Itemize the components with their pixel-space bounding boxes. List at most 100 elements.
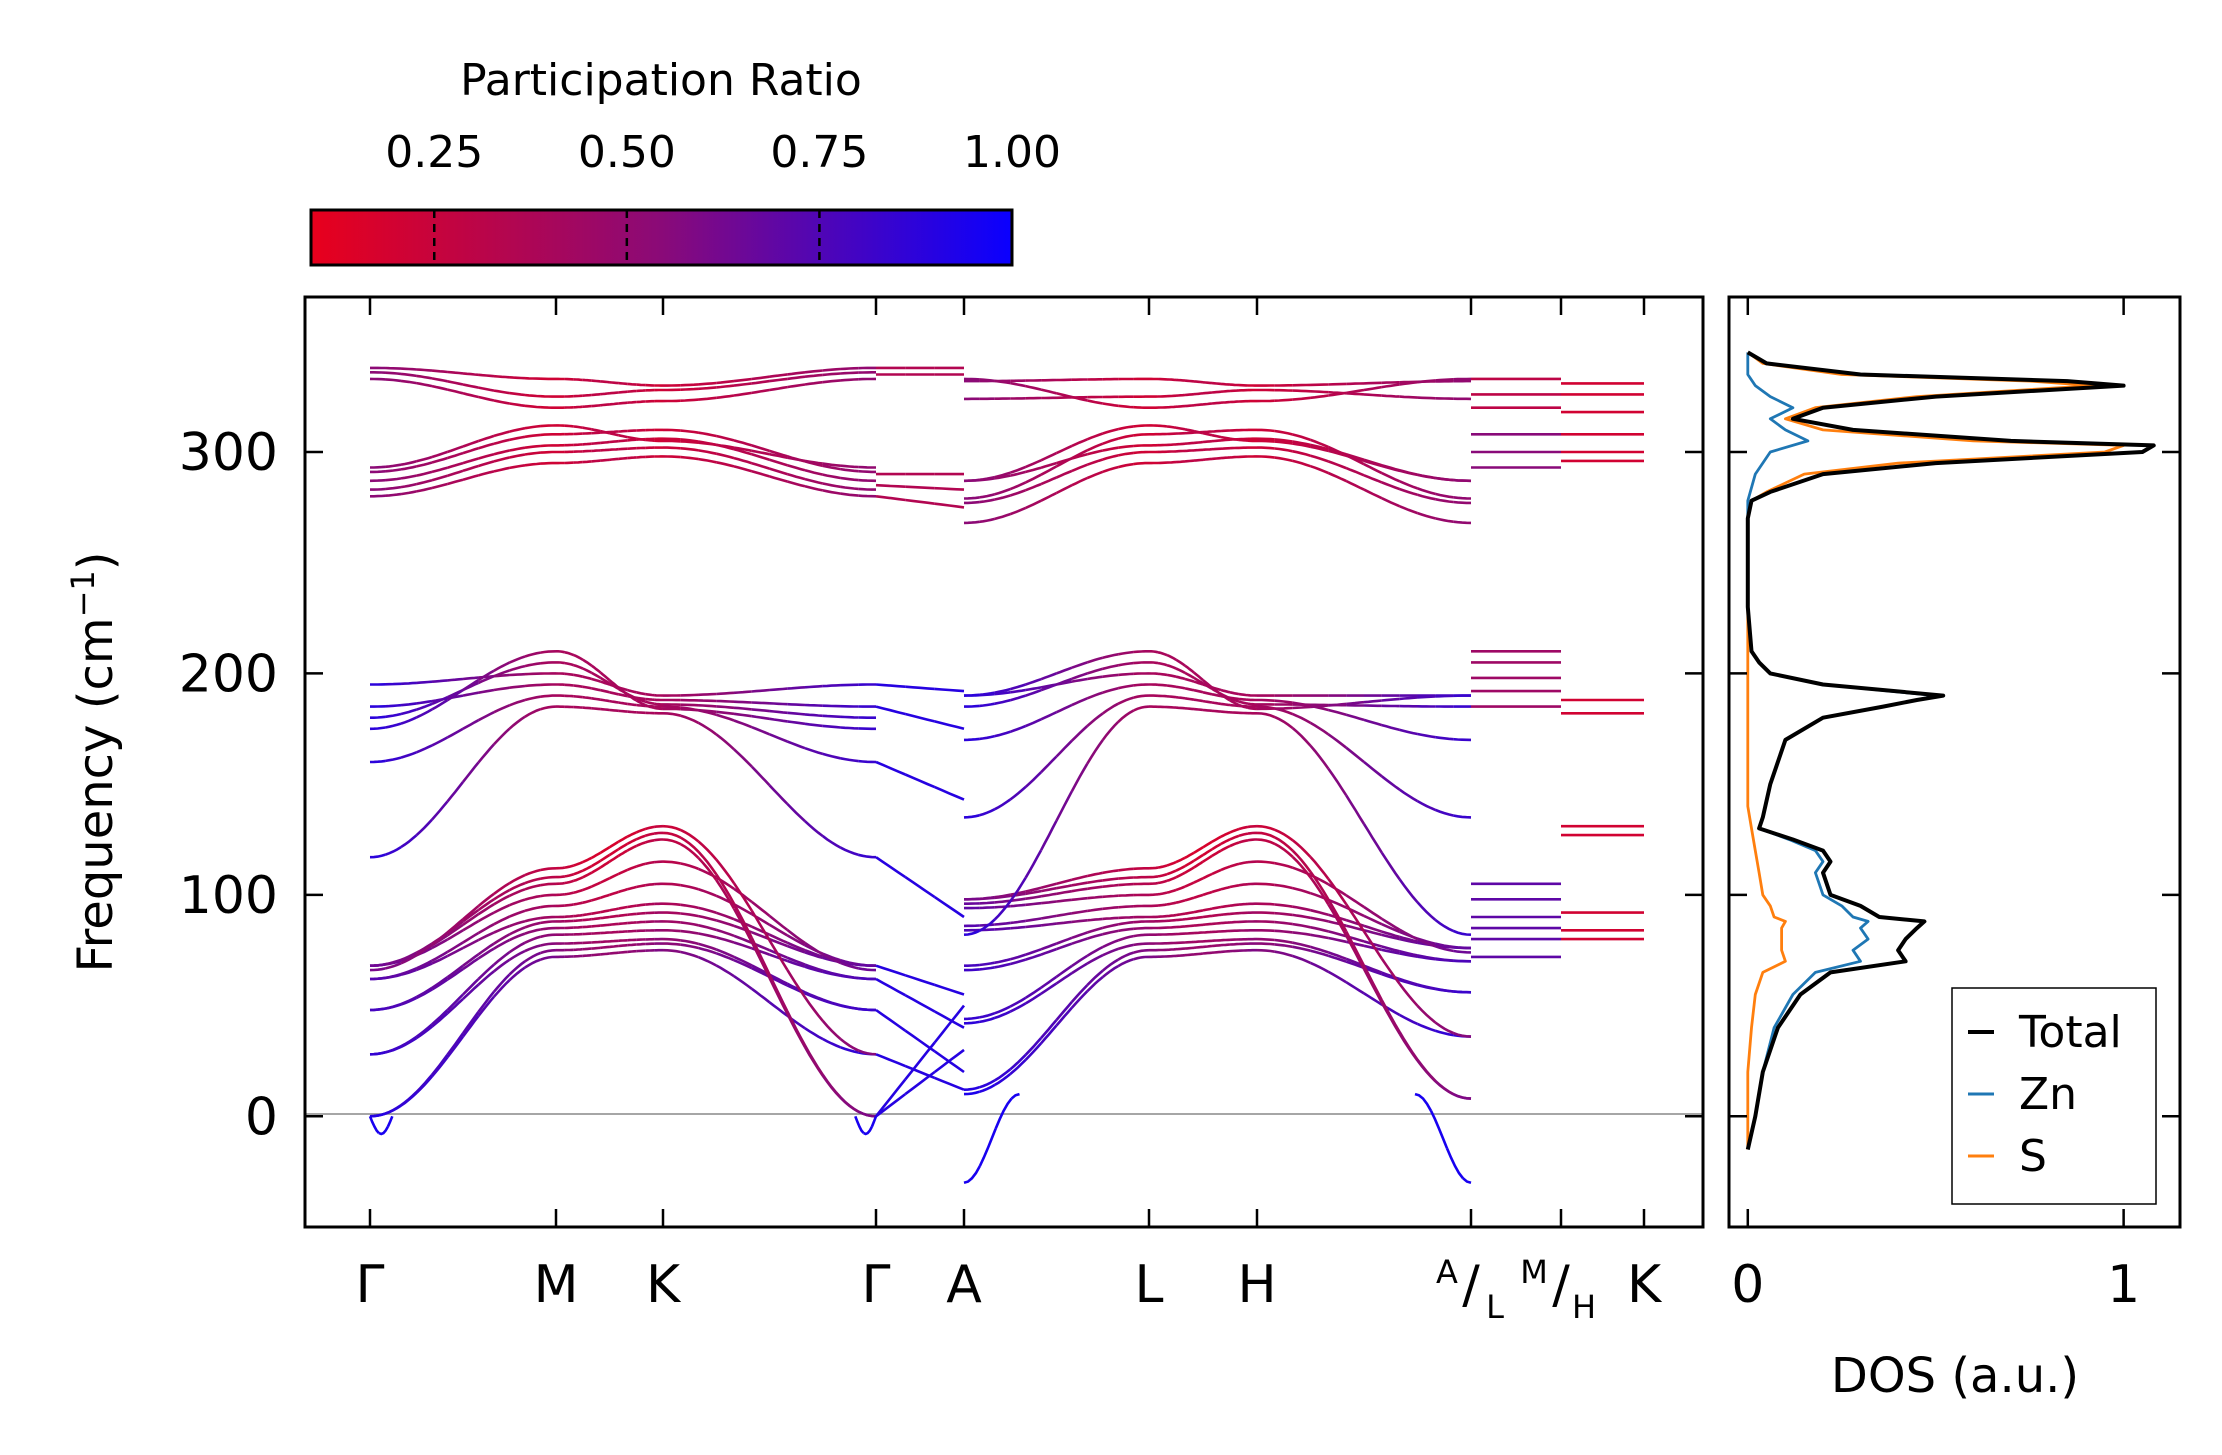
mid-band-seg [1024,771,1043,788]
optical-band-seg [1175,442,1186,446]
mid-band-seg [599,671,611,682]
optical-band-seg [416,368,433,372]
acoustic-band-seg [573,901,584,906]
acoustic-band-seg [662,824,682,832]
acoustic-band-seg [963,1016,980,1021]
mid-band-seg [1117,696,1134,705]
mid-band-seg [1238,697,1249,701]
mid-band-seg [400,716,418,725]
acoustic-band-seg [715,919,735,928]
acoustic-band-seg [1157,919,1168,923]
acoustic-band-seg [994,1005,1011,1015]
mid-band-seg [1055,790,1074,822]
optical-band-seg [431,384,448,391]
acoustic-band-seg [564,872,575,878]
mid-band-seg [715,713,735,722]
acoustic-band-seg [1157,864,1168,869]
acoustic-band-seg [493,933,511,945]
mid-band-seg [1193,707,1204,712]
acoustic-band-seg [680,943,699,950]
mid-band-seg [1166,705,1177,709]
optical-band-seg [493,449,510,456]
optical-band-seg [1220,429,1231,433]
optical-band-seg [1102,437,1119,445]
acoustic-band-seg [1166,925,1177,929]
mid-band-seg [1055,739,1073,758]
mid-band-seg [524,707,541,718]
acoustic-band-seg [540,915,557,920]
acoustic-band-seg [1175,953,1186,958]
optical-band-seg [609,402,619,406]
mid-band-seg [508,715,526,730]
mid-band-seg [461,761,480,783]
mid-band-seg [1184,707,1195,711]
optical-band-seg [716,384,735,389]
mid-band-seg [477,711,495,722]
acoustic-band-seg [1220,921,1231,925]
gamma-a-band-seg [875,1093,907,1118]
gamma-a-band-seg [875,977,906,997]
optical-band-seg [1175,449,1186,453]
mid-band-seg [1086,739,1104,765]
optical-band-seg [1133,461,1149,466]
dos-panel-frame [1727,295,2182,1229]
optical-band-seg [609,430,619,434]
mid-band-seg [1117,650,1134,656]
acoustic-band-seg [400,954,418,965]
optical-band-seg [431,482,448,490]
mid-band-seg [1087,675,1103,681]
acoustic-band-seg [573,947,583,952]
mid-band-seg [1211,686,1222,696]
acoustic-band-seg [415,1073,433,1093]
mid-band-seg [400,751,417,759]
acoustic-band-seg [1117,957,1135,968]
acoustic-band-seg [1211,888,1222,894]
mid-band-seg [493,669,510,678]
dos-curves [1745,350,2156,1150]
acoustic-band-seg [1040,942,1057,951]
acoustic-band-seg [1175,856,1186,864]
mid-band-seg [857,853,877,859]
acoustic-band-seg [493,882,511,895]
gamma-a-band-seg [934,687,965,693]
mid-band-seg [769,717,788,723]
optical-band-seg [636,389,646,393]
acoustic-band-seg [635,834,646,841]
optical-band-seg [478,395,495,402]
optical-band-seg [1453,496,1472,500]
mid-band-seg [1071,672,1088,681]
optical-band-seg [509,435,526,442]
optical-band-seg [769,458,788,467]
acoustic-band-seg [994,921,1011,926]
mid-band-seg [1256,712,1276,719]
mid-band-seg [564,661,575,667]
acoustic-band-seg [768,973,788,985]
acoustic-band-seg [1117,934,1134,942]
acoustic-band-seg [645,911,655,915]
acoustic-band-seg [431,938,449,950]
acoustic-band-seg [1202,907,1213,912]
optical-band-seg [716,434,735,442]
mid-band-seg [1435,735,1454,741]
optical-band-seg [627,400,637,404]
mid-band-seg [840,715,859,719]
mid-band-seg [1453,737,1472,742]
optical-band-seg [1381,481,1401,491]
mid-band-seg [1202,699,1213,704]
mid-band-seg [680,703,699,707]
optical-band-seg [787,375,806,381]
mid-band-seg [573,684,584,689]
optical-band-seg [1229,400,1240,404]
mid-band-seg [822,752,841,760]
mid-band-seg [1220,702,1231,707]
acoustic-band-seg [715,928,735,938]
optical-band-seg [1417,396,1436,400]
optical-band-seg [416,374,433,380]
acoustic-band-seg [663,929,681,933]
acoustic-band-seg [1025,924,1042,929]
acoustic-band-seg [493,888,511,901]
acoustic-band-seg [964,968,980,972]
acoustic-band-seg [446,967,464,981]
optical-band-seg [385,485,402,491]
acoustic-band-seg [1416,1004,1437,1024]
